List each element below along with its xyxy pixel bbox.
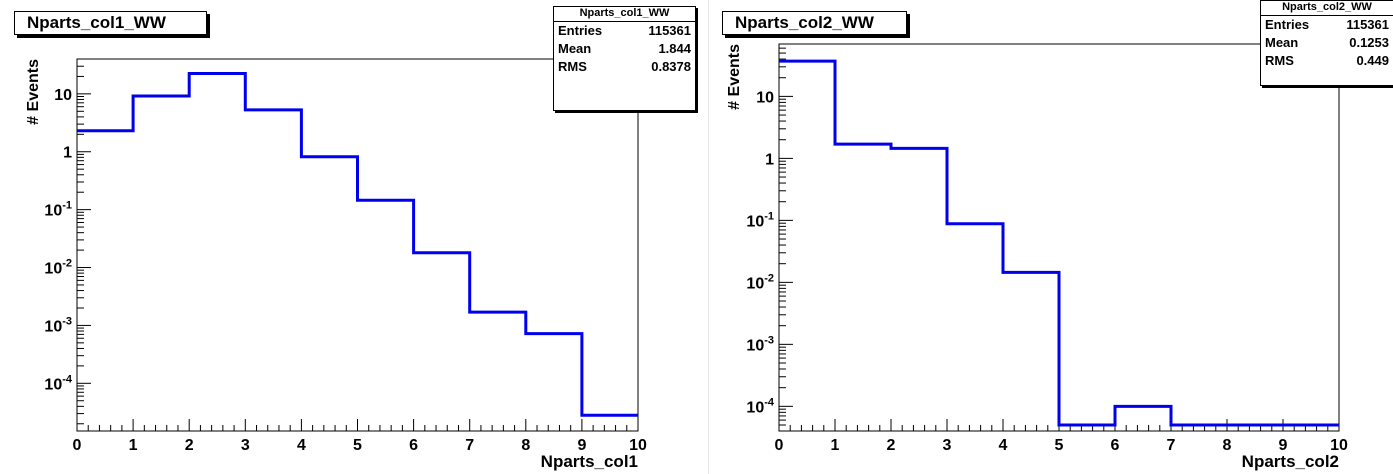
- x-axis-label: Nparts_col2: [1242, 452, 1339, 471]
- x-axis-label: Nparts_col1: [541, 452, 638, 471]
- x-tick-label: 10: [629, 437, 647, 454]
- x-tick-label: 9: [1279, 437, 1288, 454]
- y-tick-label: 1: [765, 151, 774, 168]
- x-tick-label: 8: [1223, 437, 1232, 454]
- stats-box: Nparts_col1_WW Entries 115361 Mean 1.844…: [553, 6, 696, 111]
- stats-row-entries: Entries 115361: [1261, 16, 1393, 34]
- stats-row-rms: RMS 0.8378: [554, 58, 695, 76]
- x-tick-label: 0: [73, 437, 82, 454]
- x-tick-label: 1: [129, 437, 138, 454]
- stats-label: Mean: [558, 41, 592, 56]
- y-tick-label: 10: [54, 87, 72, 104]
- x-tick-label: 2: [887, 437, 896, 454]
- y-axis-label: # Events: [25, 59, 42, 125]
- stats-value: 115361: [1346, 17, 1389, 32]
- stats-value: 0.8378: [651, 59, 691, 74]
- histogram-panel-col2: 0 1 2 3 4 5 6 7 8 9 10 10 1 10-1 10-2 10-3 10-4 Nparts_co…: [708, 0, 1393, 474]
- stats-box: Nparts_col2_WW Entries 115361 Mean 0.125…: [1260, 0, 1393, 86]
- x-tick-label: 4: [297, 437, 306, 454]
- chart-title: Nparts_col2_WW: [722, 11, 907, 35]
- stats-title: Nparts_col1_WW: [554, 7, 695, 22]
- stats-value: 1.844: [658, 41, 691, 56]
- histogram-line: [77, 71, 638, 417]
- stats-row-mean: Mean 1.844: [554, 40, 695, 58]
- stats-label: Mean: [1265, 35, 1299, 50]
- x-tick-label: 3: [943, 437, 952, 454]
- stats-label: Entries: [558, 23, 603, 38]
- x-tick-label: 9: [577, 437, 586, 454]
- stats-label: RMS: [558, 59, 587, 74]
- x-tick-label: 5: [1055, 437, 1064, 454]
- x-tick-label: 3: [241, 437, 250, 454]
- x-tick-label: 0: [775, 437, 784, 454]
- x-tick-label: 5: [353, 437, 362, 454]
- x-tick-label: 7: [465, 437, 474, 454]
- y-tick-label: 1: [63, 145, 72, 162]
- y-axis-label: # Events: [726, 44, 743, 110]
- chart-title: Nparts_col1_WW: [14, 11, 207, 35]
- x-tick-label: 2: [185, 437, 194, 454]
- stats-value: 0.449: [1356, 53, 1389, 68]
- x-tick-label: 10: [1330, 437, 1348, 454]
- stats-label: RMS: [1265, 53, 1294, 68]
- y-tick-label: 10-1: [746, 210, 774, 230]
- stats-row-entries: Entries 115361: [554, 22, 695, 40]
- x-tick-label: 1: [831, 437, 840, 454]
- stats-title: Nparts_col2_WW: [1261, 1, 1393, 16]
- histogram-line: [779, 59, 1339, 427]
- y-tick-label: 10-2: [44, 258, 72, 278]
- stats-value: 0.1253: [1349, 35, 1389, 50]
- histogram-chart-col1: 0 1 2 3 4 5 6 7 8 9 10 10 1 10-1 10-2 10-3 10-4 Nparts_co…: [25, 58, 647, 471]
- stats-row-mean: Mean 0.1253: [1261, 34, 1393, 52]
- stats-label: Entries: [1265, 17, 1310, 32]
- y-tick-label: 10-4: [44, 373, 72, 393]
- x-tick-label: 6: [1111, 437, 1120, 454]
- x-tick-label: 6: [409, 437, 418, 454]
- y-tick-label: 10: [756, 89, 774, 106]
- x-tick-label: 7: [1167, 437, 1176, 454]
- x-tick-label: 8: [521, 437, 530, 454]
- histogram-chart-col2: 0 1 2 3 4 5 6 7 8 9 10 10 1 10-1 10-2 10-3 10-4 Nparts_co…: [726, 43, 1348, 471]
- y-tick-label: 10-3: [44, 315, 72, 335]
- y-tick-label: 10-1: [44, 200, 72, 220]
- x-tick-label: 4: [999, 437, 1008, 454]
- y-tick-label: 10-3: [746, 334, 774, 354]
- y-tick-label: 10-2: [746, 272, 774, 292]
- y-tick-label: 10-4: [746, 396, 774, 416]
- plot-frame: [76, 58, 639, 432]
- histogram-panel-col1: 0 1 2 3 4 5 6 7 8 9 10 10 1 10-1 10-2 10-3 10-4 Nparts_co…: [0, 0, 696, 474]
- stats-value: 115361: [648, 23, 691, 38]
- stats-row-rms: RMS 0.449: [1261, 52, 1393, 70]
